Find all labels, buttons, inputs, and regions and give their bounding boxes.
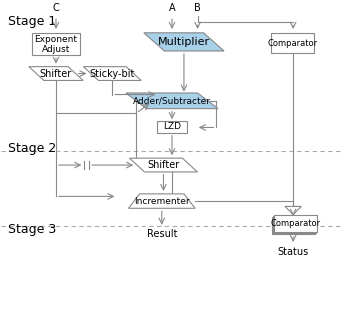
FancyBboxPatch shape (272, 217, 315, 234)
Text: LZD: LZD (163, 122, 181, 131)
Polygon shape (126, 93, 218, 109)
Polygon shape (130, 158, 197, 172)
Polygon shape (129, 194, 195, 208)
Text: Adder/Subtracter: Adder/Subtracter (133, 96, 211, 105)
Text: Comparator: Comparator (270, 219, 320, 228)
FancyBboxPatch shape (273, 216, 316, 233)
FancyBboxPatch shape (274, 215, 317, 232)
Text: Comparator: Comparator (267, 39, 318, 48)
Text: Multiplier: Multiplier (158, 37, 210, 47)
Text: Shifter: Shifter (40, 68, 72, 78)
Text: Stage 3: Stage 3 (8, 223, 56, 236)
Text: Status: Status (278, 246, 309, 257)
Text: Result: Result (147, 229, 177, 239)
Polygon shape (144, 33, 224, 51)
FancyBboxPatch shape (271, 33, 314, 53)
Text: B: B (194, 3, 201, 13)
Text: C: C (53, 3, 60, 13)
Text: Incrementer: Incrementer (134, 196, 190, 205)
Text: Shifter: Shifter (147, 160, 180, 170)
Text: Stage 1: Stage 1 (8, 15, 56, 28)
Text: Exponent
Adjust: Exponent Adjust (34, 35, 77, 54)
Text: Stage 2: Stage 2 (8, 141, 56, 155)
FancyBboxPatch shape (32, 33, 80, 55)
Text: Sticky-bit: Sticky-bit (89, 68, 135, 78)
Text: A: A (169, 3, 175, 13)
Polygon shape (84, 67, 141, 80)
FancyBboxPatch shape (157, 121, 187, 133)
Polygon shape (29, 67, 83, 80)
Polygon shape (285, 206, 301, 215)
